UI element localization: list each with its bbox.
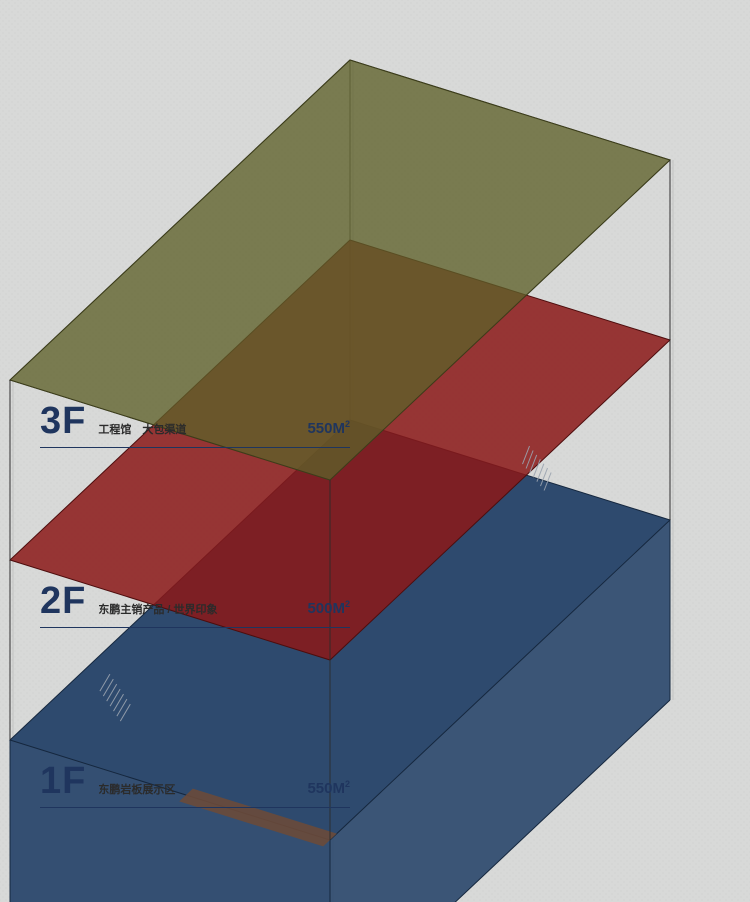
building-diagram	[0, 0, 750, 902]
